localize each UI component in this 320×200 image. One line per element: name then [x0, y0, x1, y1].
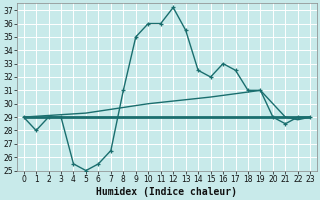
X-axis label: Humidex (Indice chaleur): Humidex (Indice chaleur)	[96, 186, 237, 197]
